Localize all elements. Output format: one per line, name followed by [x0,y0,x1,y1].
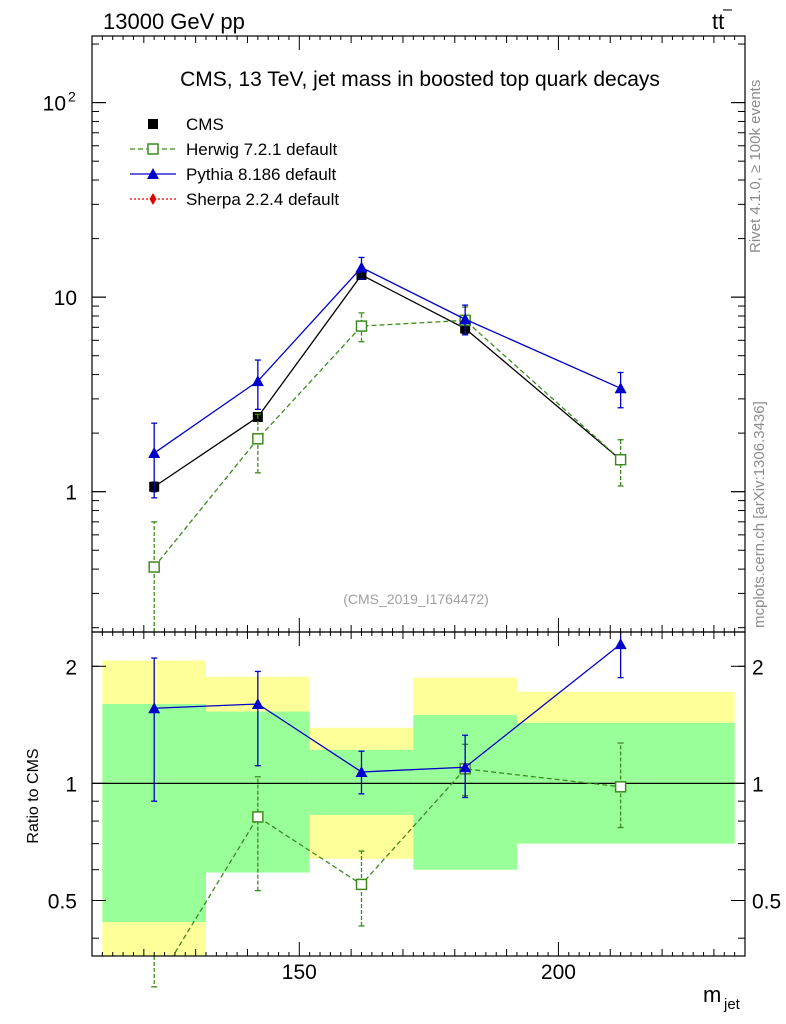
data-point-pythia [148,447,161,459]
legend-marker-cms [148,119,158,129]
legend-marker-sherpa [149,193,157,205]
data-point-herwig [355,320,368,332]
data-point-herwig [614,453,627,466]
y-tick-label-right: 1 [752,773,764,796]
legend-marker-herwig [147,143,159,155]
data-point-pythia [614,382,627,394]
y-tick-label: 0.5 [48,890,77,913]
data-point-pythia [614,638,627,650]
data-point-herwig [355,878,368,891]
data-point-pythia [355,261,368,273]
data-point-pythia [459,313,472,325]
y-tick-label: 1 [65,773,77,796]
data-point-pythia [148,702,161,714]
y-tick-label-exponent: 2 [68,89,76,105]
x-tick-label: 150 [282,961,317,984]
legend-label-herwig: Herwig 7.2.1 default [186,140,337,159]
ratio-panel: 0.5 0.5 1 1 2 2 150 200 [48,631,781,988]
x-axis-label-subscript: jet [723,996,741,1013]
x-axis-label: m [703,982,721,1007]
series-line-pythia [153,266,621,454]
rivet-version-label: Rivet 4.1.0, ≥ 100k events [747,80,764,253]
data-point-herwig [614,781,627,793]
analysis-watermark: (CMS_2019_I1764472) [343,591,489,607]
ratio-axis-label: Ratio to CMS [25,748,42,843]
series-line-cms [153,274,622,488]
legend-marker-pythia [147,168,159,179]
series-line-herwig [153,319,622,568]
y-tick-label: 10 [54,287,77,310]
legend-label-cms: CMS [186,115,224,134]
mcplots-source-label: mcplots.cern.ch [arXiv:1306.3436] [751,401,768,628]
energy-label: 13000 GeV pp [103,9,245,34]
y-tick-label: 1 [65,482,77,505]
y-tick-label-right: 2 [752,656,764,679]
legend-label-pythia: Pythia 8.186 default [186,165,337,184]
data-point-herwig [148,561,160,573]
data-point-herwig [252,433,264,445]
process-label: tt [712,9,724,34]
data-point-herwig [252,811,264,823]
data-point-pythia [251,375,264,387]
legend-label-sherpa: Sherpa 2.2.4 default [186,190,339,209]
data-point-pythia [251,697,264,709]
y-tick-label: 10 [43,93,66,116]
plot-title: CMS, 13 TeV, jet mass in boosted top qua… [180,68,660,91]
y-tick-label-right: 0.5 [752,890,781,913]
data-point-pythia [459,761,472,773]
process-bar: – [723,1,732,18]
y-tick-label: 2 [65,656,77,679]
ratio-plot-frame [91,631,746,957]
x-tick-label: 200 [541,961,576,984]
data-point-pythia [355,765,368,777]
